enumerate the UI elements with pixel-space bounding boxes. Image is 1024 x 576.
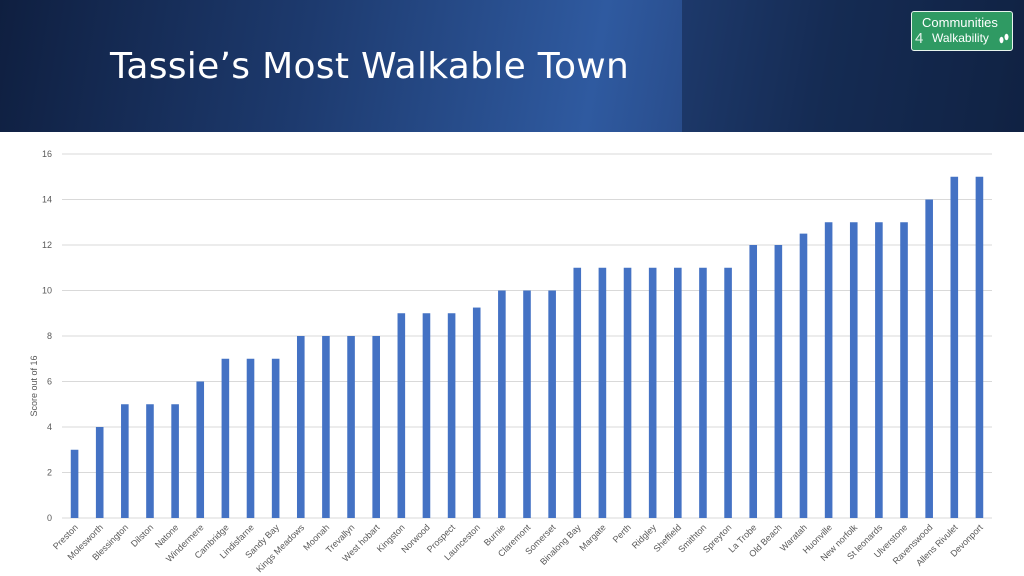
bar [573,268,581,518]
x-tick-label: Dilston [129,522,156,549]
logo-line-1: Communities [922,15,998,30]
bar [850,222,858,518]
bar [448,313,456,518]
y-tick-label: 16 [42,149,52,159]
bar [171,404,179,518]
bar [297,336,305,518]
slide-title: Tassie’s Most Walkable Town [110,44,629,90]
bar [699,268,707,518]
bar [950,177,958,518]
y-tick-label: 14 [42,195,52,205]
bar [624,268,632,518]
bar [347,336,355,518]
bar [222,359,230,518]
bar [825,222,833,518]
bar [775,245,783,518]
bar [247,359,255,518]
bar [322,336,330,518]
bar [423,313,431,518]
bar [196,382,204,519]
bar [875,222,883,518]
bar [649,268,657,518]
y-tick-label: 12 [42,240,52,250]
bar [146,404,154,518]
bar [71,450,79,518]
bar [398,313,406,518]
x-tick-label: Perth [611,522,633,544]
footprints-icon [998,32,1010,46]
bar [800,234,808,518]
bar [749,245,757,518]
logo-line-2: Walkability [932,31,989,46]
bar [724,268,732,518]
bar [96,427,104,518]
bar [121,404,129,518]
bar [272,359,280,518]
bar [674,268,682,518]
y-tick-label: 4 [47,422,52,432]
bar [372,336,380,518]
bar [599,268,607,518]
bar-chart: 0 2 4 6 8 10 12 14 16 PrestonMolesworthBlessingt… [0,132,1024,576]
header-banner: Tassie’s Most Walkable Town 4 Communitie… [0,0,1024,132]
logo-number: 4 [915,30,923,47]
y-tick-label: 6 [47,377,52,387]
y-tick-label: 0 [47,513,52,523]
y-tick-labels: 0 2 4 6 8 10 12 14 16 [42,149,52,523]
bar [523,291,531,519]
bar [976,177,984,518]
bar [925,200,933,519]
y-tick-label: 10 [42,286,52,296]
bar [498,291,506,519]
y-axis-label: Score out of 16 [29,355,39,416]
bar [900,222,908,518]
communities-4-walkability-logo: 4 Communities Walkability [911,11,1013,51]
x-tick-label: Margate [577,522,607,552]
bar [548,291,556,519]
x-tick-labels: PrestonMolesworthBlessingtonDilstonNaton… [51,522,985,574]
y-tick-label: 8 [47,331,52,341]
bar [473,308,481,518]
y-tick-label: 2 [47,468,52,478]
bars [71,177,983,518]
